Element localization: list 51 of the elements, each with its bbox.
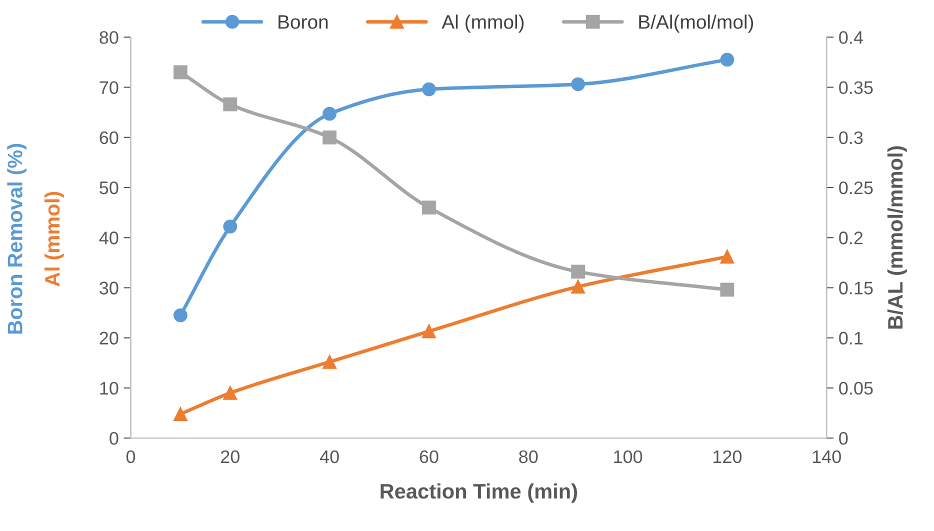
y-tick-label: 60 — [100, 131, 118, 144]
point — [422, 82, 436, 96]
y2-tick-label: 0.3 — [839, 131, 863, 144]
x-tick-label: 0 — [126, 450, 136, 464]
x-tick-label: 100 — [614, 450, 642, 464]
point — [720, 282, 734, 297]
y-tick-label: 40 — [99, 232, 118, 244]
y2-tick-label: 0.15 — [839, 282, 873, 294]
y2-tick-label: 0.4 — [839, 31, 863, 44]
point — [223, 386, 238, 400]
point — [720, 250, 734, 264]
point — [322, 130, 337, 144]
y-tick-label: 80 — [100, 31, 118, 44]
point — [174, 407, 188, 421]
x-tick-label: 80 — [519, 450, 538, 464]
point — [223, 97, 238, 112]
y-tick-label: 20 — [100, 332, 118, 345]
y2-tick-label: 0.2 — [839, 232, 863, 244]
x-tick-label: 60 — [420, 450, 438, 464]
point — [223, 220, 238, 234]
text: Al (mmol) — [44, 192, 64, 286]
y2-tick-label: 0.25 — [839, 181, 873, 194]
x-tick-label: 120 — [714, 450, 742, 464]
point — [174, 65, 188, 80]
point — [571, 264, 586, 279]
point — [571, 280, 586, 294]
x-tick-label: 140 — [812, 450, 841, 464]
y2-tick-label: 0 — [839, 432, 848, 445]
y-tick-label: 70 — [100, 81, 118, 94]
x-tick-label: 20 — [221, 450, 240, 464]
y-tick-label: 0 — [110, 432, 118, 445]
y2-tick-label: 0.35 — [839, 81, 873, 94]
point — [571, 77, 586, 92]
point — [322, 354, 337, 369]
legend-label: Boron — [278, 15, 328, 29]
text: Boron Removal (%) — [7, 144, 27, 334]
y2-tick-label: 0.1 — [839, 332, 863, 345]
y2-tick-label: 0.05 — [839, 382, 873, 395]
point — [322, 106, 337, 121]
x-tick-label: 40 — [320, 450, 339, 464]
point — [720, 52, 734, 67]
point — [422, 200, 436, 214]
point — [422, 324, 436, 338]
y-tick-label: 10 — [100, 382, 118, 395]
y-tick-label: 50 — [100, 181, 118, 194]
legend-label: B/Al(mol/mol) — [639, 14, 754, 33]
point — [174, 308, 188, 322]
y2-axis-title: B/AL (mmol/mmol) — [887, 146, 907, 329]
y-tick-label: 30 — [100, 282, 118, 294]
x-axis-title: Reaction Time (min) — [380, 483, 578, 503]
legend-label: Al (mmol) — [442, 14, 524, 33]
